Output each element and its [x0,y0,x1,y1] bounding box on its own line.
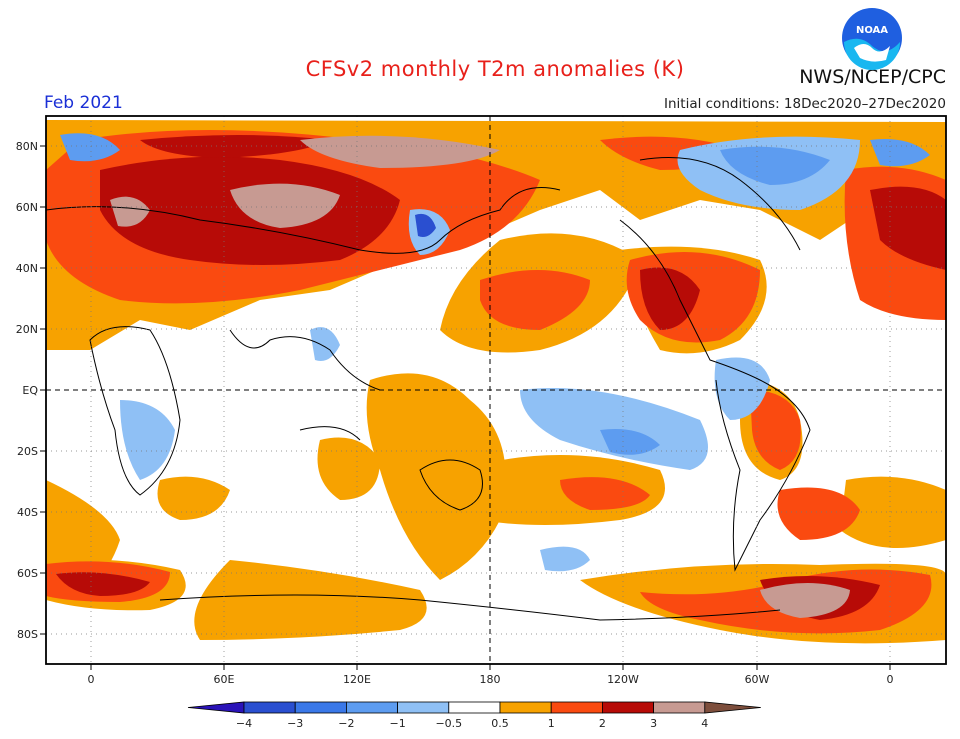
lat-label-eq: EQ [22,384,38,397]
colorbar-arrow-low [187,701,245,714]
equator-dateline [46,116,946,664]
map-title: CFSv2 monthly T2m anomalies (K) [305,57,685,81]
colorbar-tick-label: 3 [650,717,657,730]
colorbar-swatch [499,701,552,714]
lat-label-20n: 20N [16,323,38,336]
lon-label-0: 0 [88,673,95,686]
lon-label-60e: 60E [214,673,235,686]
lat-label-80n: 80N [16,140,38,153]
colorbar-tick-label: 4 [701,717,708,730]
lat-label-40s: 40S [17,506,38,519]
colorbar-tick-label: −4 [236,717,252,730]
colorbar-swatch [448,701,501,714]
colorbar-swatch [345,701,398,714]
colorbar-arrow-high [704,701,761,714]
agency-label: NWS/NCEP/CPC [799,66,946,88]
colorbar-swatch [653,701,706,714]
colorbar-tick-label: −1 [389,717,405,730]
lat-label-20s: 20S [17,445,38,458]
colorbar-tick-label: −3 [287,717,303,730]
noaa-logo: NOAA [842,8,902,70]
lon-label-120e: 120E [343,673,371,686]
colorbar-tick-label: −2 [338,717,354,730]
lon-label-180: 180 [480,673,501,686]
colorbar-swatch [550,701,603,714]
lat-label-60s: 60S [17,567,38,580]
lon-label-60w: 60W [745,673,770,686]
colorbar-swatch [602,701,655,714]
colorbar-tick-label: 2 [599,717,606,730]
noaa-logo-text: NOAA [856,25,888,36]
colorbar-tick-label: −0.5 [435,717,462,730]
coastlines [46,157,811,621]
lon-label-120w: 120W [607,673,639,686]
lon-label-0-east: 0 [887,673,894,686]
colorbar-swatch [294,701,347,714]
lat-label-60n: 60N [16,201,38,214]
colorbar-swatch [397,701,450,714]
lat-label-40n: 40N [16,262,38,275]
lat-label-80s: 80S [17,628,38,641]
graticule [46,116,946,664]
colorbar-swatch [243,701,296,714]
forecast-month: Feb 2021 [44,93,123,113]
initial-conditions: Initial conditions: 18Dec2020–27Dec2020 [663,96,946,112]
colorbar-tick-label: 1 [548,717,555,730]
colorbar-tick-label: 0.5 [491,717,509,730]
colorbar: −4 −3 −2 −1 −0.5 0.5 1 2 3 4 [187,701,761,730]
